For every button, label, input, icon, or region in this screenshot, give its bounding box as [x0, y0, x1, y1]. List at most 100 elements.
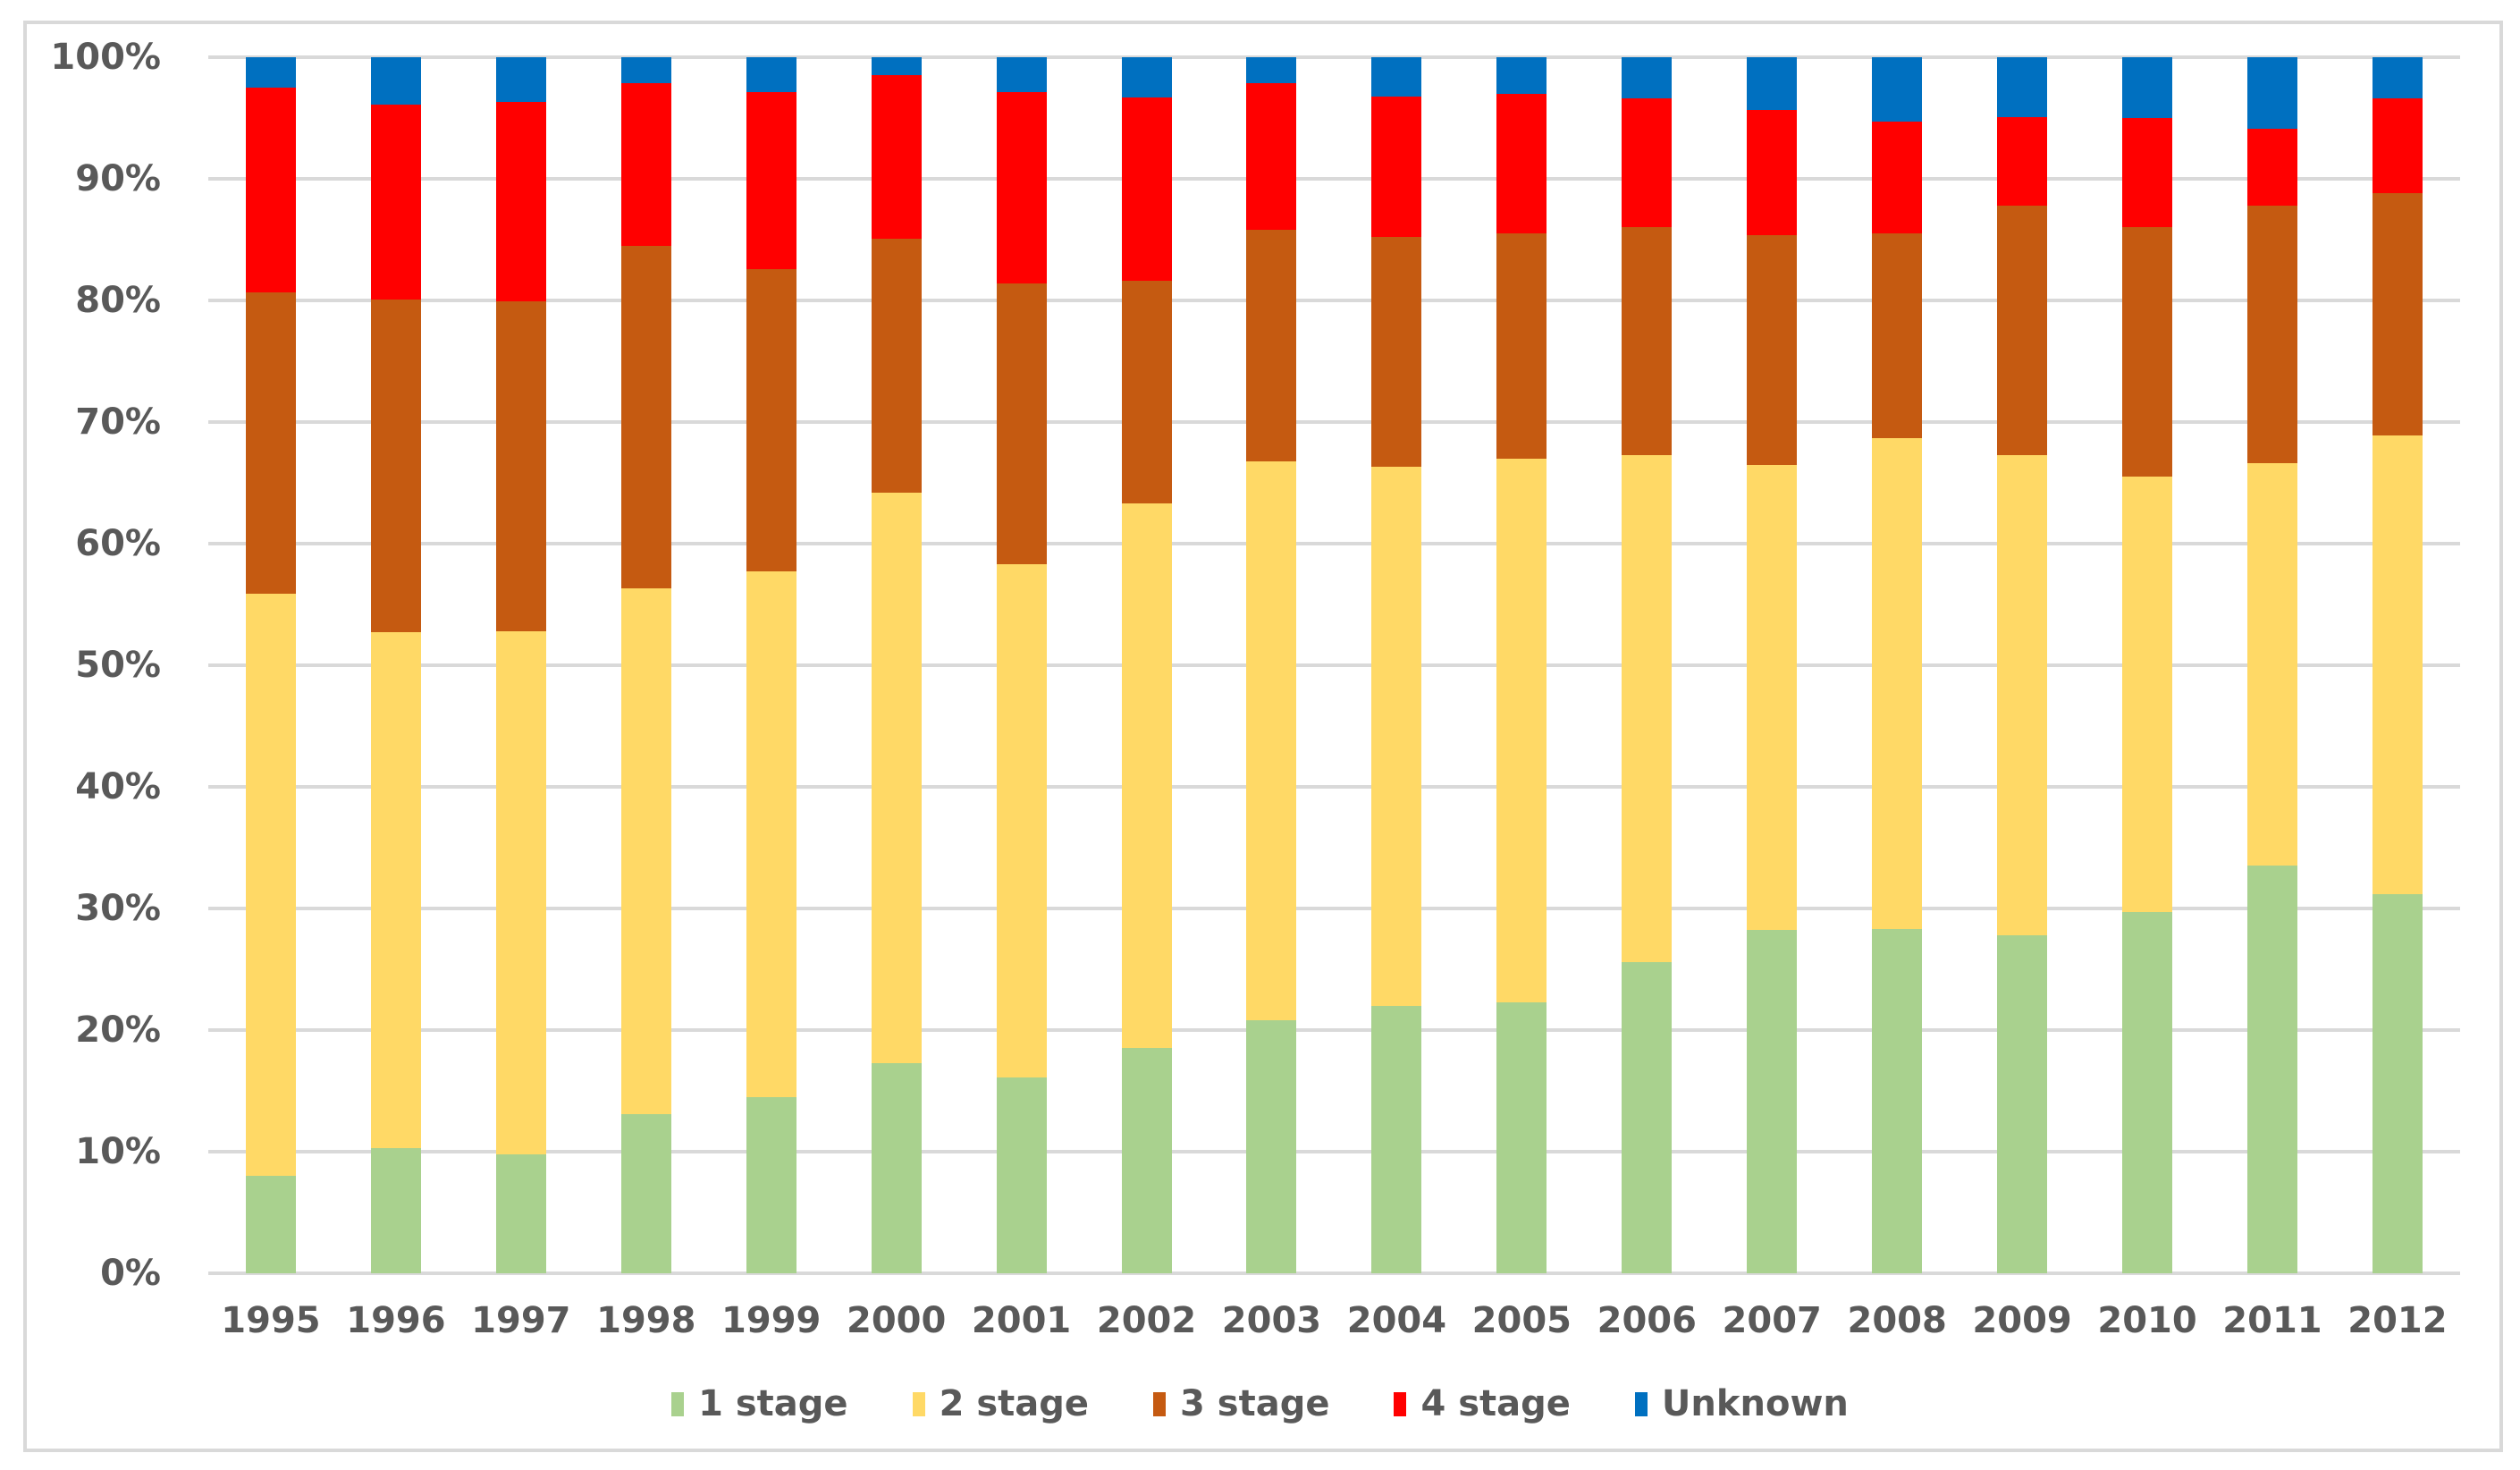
bar-segment-2-stage [2372, 435, 2423, 894]
bar-2001 [996, 57, 1047, 1273]
bar-segment-3-stage [1246, 230, 1297, 461]
y-axis-tick-label: 90% [75, 158, 161, 199]
bar-segment-unknown [1997, 57, 2048, 117]
x-axis-label: 2000 [846, 1300, 947, 1341]
bar-segment-unknown [1872, 57, 1923, 122]
y-axis-tick-label: 20% [75, 1010, 161, 1051]
bar-2000 [871, 57, 922, 1273]
bar-segment-3-stage [746, 268, 796, 572]
bar-slot [1834, 57, 1960, 1273]
bar-segment-3-stage [1371, 237, 1422, 468]
legend-label: 1 stage [698, 1383, 848, 1424]
bar-slot [1459, 57, 1584, 1273]
bar-2012 [2372, 57, 2423, 1273]
bar-segment-1-stage [245, 1176, 296, 1273]
bar-segment-1-stage [1747, 930, 1798, 1273]
legend-label: Unknown [1661, 1383, 1849, 1424]
bar-segment-2-stage [1371, 467, 1422, 1006]
bar-segment-unknown [1747, 57, 1798, 110]
y-axis-tick-label: 70% [75, 401, 161, 443]
y-axis-tick-label: 10% [75, 1131, 161, 1172]
y-axis-tick-label: 100% [50, 37, 161, 78]
bar-segment-2-stage [1872, 437, 1923, 930]
bar-segment-unknown [1496, 57, 1547, 94]
bar-1999 [746, 57, 796, 1273]
x-axis-label: 2002 [1096, 1300, 1197, 1341]
bar-2007 [1747, 57, 1798, 1273]
bar-segment-2-stage [996, 564, 1047, 1078]
bar-slot [1209, 57, 1335, 1273]
bar-segment-3-stage [1496, 233, 1547, 459]
bars [208, 57, 2460, 1273]
bar-slot [459, 57, 584, 1273]
gridline [208, 785, 2460, 789]
bar-segment-4-stage [370, 105, 421, 300]
x-axis-label: 2004 [1346, 1300, 1447, 1341]
bar-segment-unknown [1121, 57, 1172, 97]
bar-segment-unknown [620, 57, 671, 83]
bar-segment-3-stage [495, 301, 546, 631]
bar-segment-3-stage [245, 291, 296, 594]
legend-swatch [1634, 1391, 1648, 1416]
gridline [208, 663, 2460, 667]
bar-slot [834, 57, 959, 1273]
bar-slot [1709, 57, 1834, 1273]
y-axis-tick-label: 60% [75, 523, 161, 564]
bar-segment-1-stage [620, 1113, 671, 1273]
bar-segment-3-stage [1747, 234, 1798, 465]
legend-swatch [1153, 1391, 1167, 1416]
bar-segment-3-stage [2122, 227, 2173, 477]
bar-segment-1-stage [996, 1077, 1047, 1273]
bar-slot [709, 57, 834, 1273]
y-axis-tick-label: 0% [100, 1253, 161, 1294]
bar-2009 [1997, 57, 2048, 1273]
legend-label: 3 stage [1180, 1383, 1330, 1424]
bar-2008 [1872, 57, 1923, 1273]
x-axis-label: 2009 [1972, 1300, 2072, 1341]
bar-slot [208, 57, 333, 1273]
x-axis-label: 2010 [2097, 1300, 2197, 1341]
x-axis-label: 2012 [2347, 1300, 2448, 1341]
gridline [208, 1271, 2460, 1275]
bar-segment-2-stage [1246, 460, 1297, 1021]
bar-slot [1084, 57, 1209, 1273]
gridline [208, 1028, 2460, 1032]
bar-slot [2210, 57, 2335, 1273]
bar-segment-1-stage [1496, 1001, 1547, 1273]
bar-segment-2-stage [370, 632, 421, 1148]
legend-swatch [912, 1391, 925, 1416]
bar-segment-2-stage [620, 588, 671, 1114]
bar-segment-4-stage [871, 75, 922, 239]
legend-item-1-stage: 1 stage [671, 1382, 848, 1425]
bar-1996 [370, 57, 421, 1273]
bar-segment-unknown [1246, 57, 1297, 83]
bar-segment-3-stage [620, 245, 671, 589]
bar-2011 [2246, 57, 2297, 1273]
bar-segment-3-stage [1622, 227, 1673, 455]
bar-segment-1-stage [1246, 1020, 1297, 1273]
bar-segment-4-stage [1121, 97, 1172, 282]
bar-segment-2-stage [1121, 503, 1172, 1049]
bar-segment-2-stage [1997, 454, 2048, 935]
y-axis-tick-label: 50% [75, 645, 161, 686]
bar-segment-2-stage [1747, 464, 1798, 931]
bar-slot [2085, 57, 2210, 1273]
gridline [208, 1150, 2460, 1153]
bar-slot [1584, 57, 1709, 1273]
bar-segment-4-stage [2372, 98, 2423, 194]
bar-segment-4-stage [1872, 122, 1923, 234]
legend-item-3-stage: 3 stage [1153, 1382, 1329, 1425]
x-axis-label: 2007 [1722, 1300, 1822, 1341]
gridline [208, 177, 2460, 181]
gridline [208, 55, 2460, 59]
bar-segment-unknown [2122, 57, 2173, 119]
bar-segment-4-stage [1747, 109, 1798, 235]
bar-2006 [1622, 57, 1673, 1273]
bar-segment-2-stage [871, 492, 922, 1063]
legend: 1 stage 2 stage 3 stage 4 stage Unknown [0, 1379, 2520, 1429]
bar-segment-3-stage [996, 283, 1047, 565]
bar-segment-unknown [996, 57, 1047, 93]
gridline [208, 907, 2460, 910]
bar-2005 [1496, 57, 1547, 1273]
